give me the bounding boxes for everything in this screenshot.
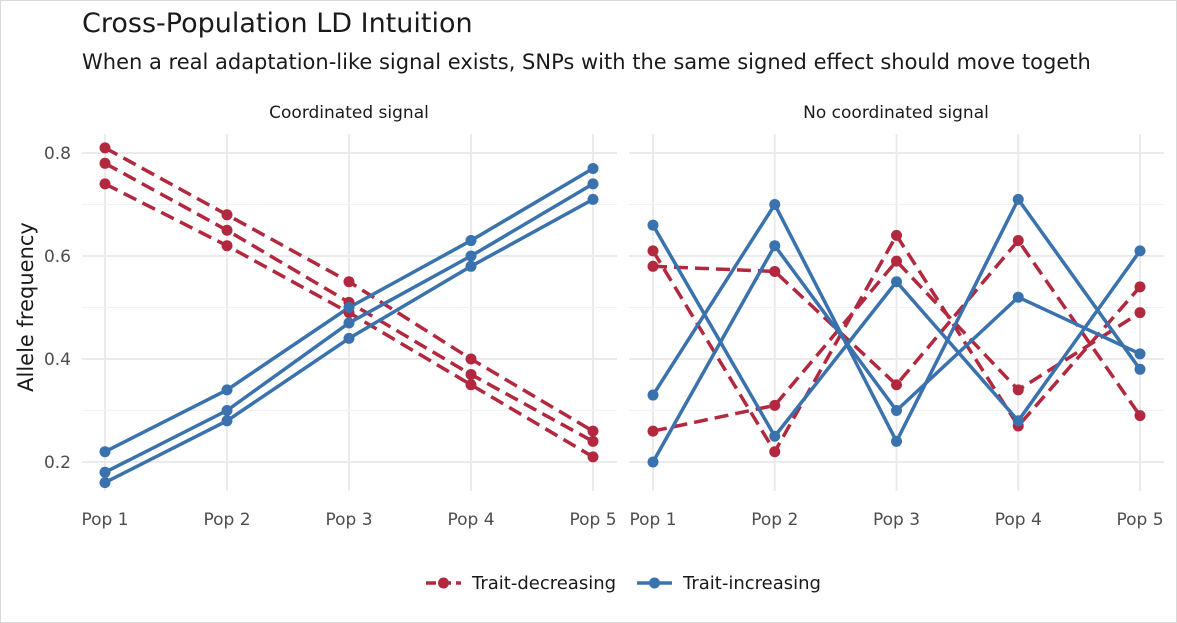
data-point-trait-increasing [343,317,355,329]
x-tick-label: Pop 3 [325,510,372,530]
data-point-trait-decreasing [465,353,477,365]
data-point-trait-increasing [343,302,355,313]
chart-subtitle: When a real adaptation-like signal exist… [82,50,1091,74]
data-point-trait-decreasing [1134,281,1146,293]
data-point-trait-decreasing [769,446,781,458]
data-point-trait-decreasing [647,260,659,272]
data-point-trait-decreasing [99,178,111,190]
data-point-trait-decreasing [465,379,477,391]
data-point-trait-increasing [221,415,233,427]
data-point-trait-increasing [587,193,599,205]
data-point-trait-increasing [99,477,111,489]
data-point-trait-decreasing [99,142,111,154]
x-tick-label: Pop 1 [81,510,128,530]
data-point-trait-decreasing [891,255,902,267]
data-point-trait-decreasing [647,425,659,437]
data-point-trait-increasing [769,240,781,252]
x-tick-label: Pop 4 [447,510,494,530]
x-tick-label: Pop 5 [1116,510,1163,530]
data-point-trait-increasing [647,389,659,401]
data-point-trait-decreasing [343,276,355,288]
data-point-trait-increasing [1012,193,1024,205]
panel-title-no-coordinated: No coordinated signal [803,103,989,123]
y-tick-label: 0.2 [44,453,71,473]
data-point-trait-decreasing [587,425,599,437]
legend-key-point [438,577,449,589]
data-point-trait-decreasing [1012,384,1024,396]
data-point-trait-decreasing [587,451,599,463]
data-point-trait-increasing [1134,348,1146,360]
data-point-trait-increasing [769,430,781,442]
data-point-trait-increasing [1012,415,1024,427]
legend-key-point [649,577,660,589]
data-point-trait-decreasing [1012,235,1024,247]
data-point-trait-increasing [1134,245,1146,257]
data-point-trait-increasing [587,162,599,174]
data-point-trait-increasing [891,276,902,288]
data-point-trait-decreasing [769,399,781,411]
x-tick-label: Pop 5 [569,510,616,530]
x-tick-label: Pop 2 [203,510,250,530]
data-point-trait-increasing [221,405,233,416]
y-tick-label: 0.8 [44,144,71,164]
data-point-trait-increasing [1012,291,1024,303]
data-point-trait-decreasing [891,229,902,241]
y-tick-label: 0.4 [44,350,71,370]
data-point-trait-decreasing [587,435,599,447]
panel-title-coordinated: Coordinated signal [269,103,429,123]
data-point-trait-decreasing [99,157,111,169]
legend: Trait-decreasing Trait-increasing [426,573,821,594]
y-tick-label: 0.6 [44,247,71,267]
data-point-trait-decreasing [1134,410,1146,422]
data-point-trait-increasing [465,250,477,262]
data-point-trait-decreasing [1134,307,1146,319]
data-point-trait-decreasing [891,379,902,391]
data-point-trait-increasing [343,332,355,344]
data-point-trait-increasing [99,466,111,478]
data-point-trait-decreasing [769,265,781,277]
chart-title: Cross-Population LD Intuition [82,8,473,39]
data-point-trait-increasing [465,235,477,247]
x-tick-label: Pop 3 [873,510,920,530]
data-point-trait-increasing [1134,363,1146,375]
data-point-trait-increasing [769,199,781,210]
legend-label: Trait-increasing [682,573,821,594]
data-point-trait-increasing [647,219,659,231]
data-point-trait-decreasing [465,368,477,380]
data-point-trait-increasing [221,384,233,396]
data-point-trait-decreasing [221,209,233,221]
series-line-trait-decreasing [652,238,1142,417]
data-point-trait-increasing [587,178,599,190]
x-tick-label: Pop 1 [629,510,676,530]
data-point-trait-decreasing [221,240,233,252]
data-point-trait-increasing [891,405,902,416]
data-point-trait-increasing [465,260,477,272]
x-tick-label: Pop 2 [751,510,798,530]
data-point-trait-increasing [99,446,111,458]
data-point-trait-decreasing [221,224,233,236]
legend-label: Trait-decreasing [471,573,616,594]
data-point-trait-decreasing [647,245,659,257]
y-axis-label: Allele frequency [14,222,38,392]
x-tick-label: Pop 4 [995,510,1042,530]
data-point-trait-increasing [647,456,659,468]
data-point-trait-increasing [891,435,902,447]
